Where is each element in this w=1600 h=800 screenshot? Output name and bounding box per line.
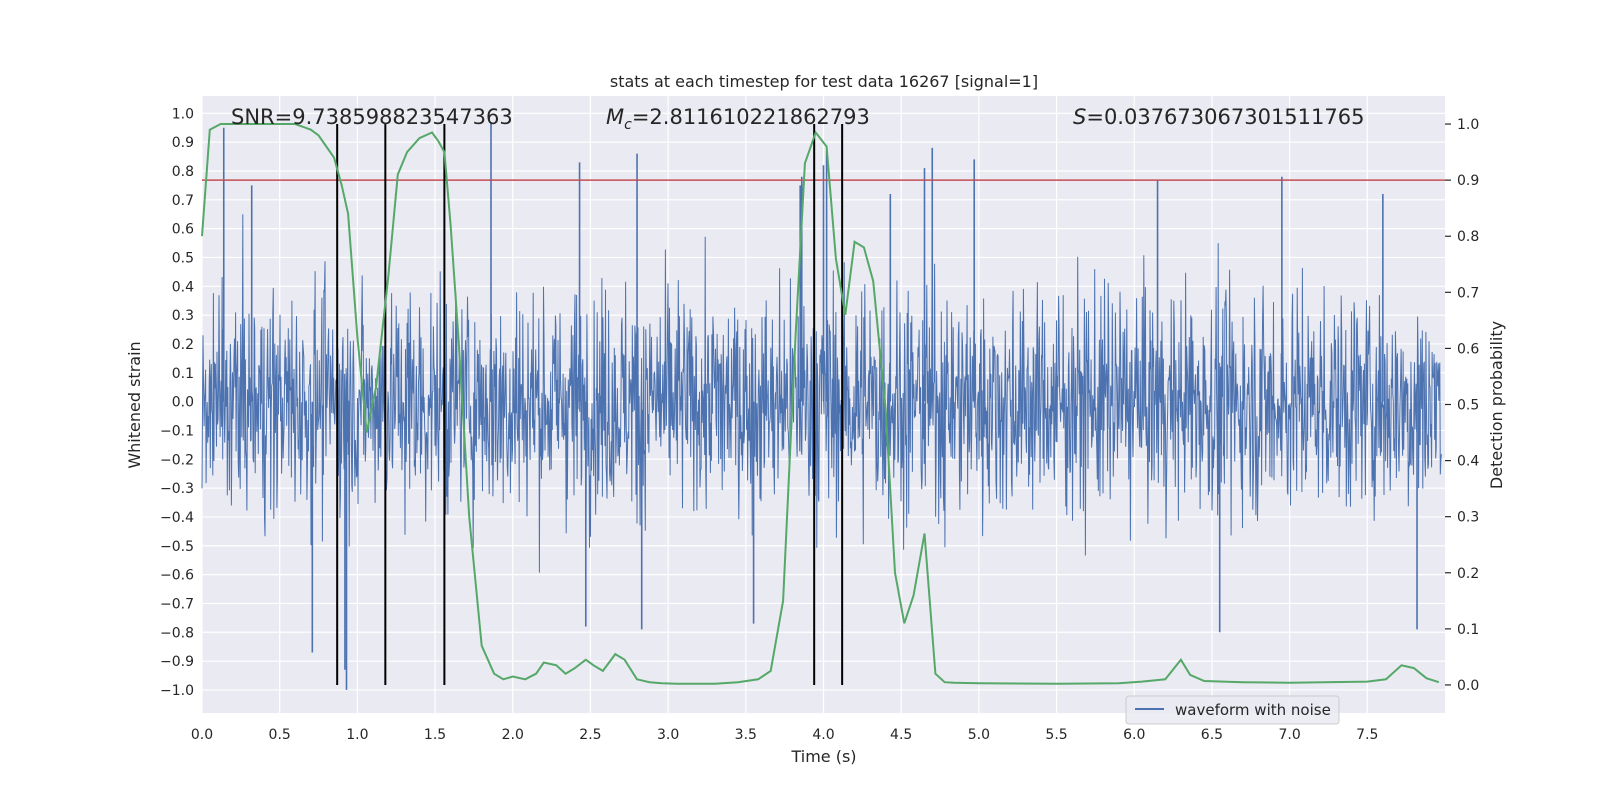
left-y-tick-label: 0.6 — [172, 222, 194, 238]
right-y-axis-ticks: 1.0 0.9 0.8 0.7 0.6 0.5 0.4 0.3 0.2 0.1 0.0 — [1445, 117, 1479, 694]
strain-noise-trace — [201, 214, 1442, 573]
x-tick-label: 2.0 — [502, 727, 524, 743]
right-y-tick-label: 0.3 — [1457, 510, 1479, 526]
left-y-tick-label: −0.6 — [160, 568, 194, 584]
right-y-tick-label: 0.5 — [1457, 398, 1479, 414]
chirp-mass-annotation: Mc=2.811610221862793 — [606, 105, 870, 133]
x-tick-label: 2.5 — [579, 727, 601, 743]
left-y-tick-label: 0.8 — [172, 164, 194, 180]
chirp-mass-symbol: M — [606, 105, 624, 129]
x-tick-label: 4.0 — [812, 727, 834, 743]
right-y-tick-label: 0.1 — [1457, 622, 1479, 638]
chart-title: stats at each timestep for test data 162… — [610, 72, 1038, 91]
s-statistic-value: =0.037673067301511765 — [1086, 105, 1364, 129]
right-y-tick-label: 0.9 — [1457, 173, 1479, 189]
left-y-tick-label: −0.2 — [160, 452, 194, 468]
right-y-tick-label: 0.0 — [1457, 678, 1479, 694]
s-statistic-symbol: S — [1073, 105, 1086, 129]
left-y-tick-label: −1.0 — [160, 683, 194, 699]
right-y-tick-label: 0.7 — [1457, 285, 1479, 301]
left-y-tick-label: 0.2 — [172, 337, 194, 353]
left-y-tick-label: −0.5 — [160, 539, 194, 555]
x-tick-label: 0.0 — [191, 727, 213, 743]
event-marker-lines — [336, 124, 844, 685]
x-tick-label: 5.5 — [1045, 727, 1067, 743]
left-y-tick-label: 0.7 — [172, 193, 194, 209]
left-y-tick-label: 0.3 — [172, 308, 194, 324]
legend-entry-waveform: waveform with noise — [1175, 701, 1331, 719]
right-y-tick-label: 0.6 — [1457, 341, 1479, 357]
left-y-tick-label: −0.8 — [160, 625, 194, 641]
left-y-tick-label: 0.5 — [172, 250, 194, 266]
x-tick-label: 6.0 — [1123, 727, 1145, 743]
legend-box — [1125, 695, 1340, 725]
right-y-tick-label: 0.8 — [1457, 229, 1479, 245]
right-y-tick-label: 0.2 — [1457, 566, 1479, 582]
left-y-tick-label: 0.1 — [172, 366, 194, 382]
s-statistic-annotation: S=0.037673067301511765 — [1073, 105, 1364, 129]
right-y-tick-label: 0.4 — [1457, 454, 1479, 470]
chirp-mass-subscript: c — [624, 117, 632, 133]
x-tick-label: 6.5 — [1201, 727, 1223, 743]
x-tick-label: 5.0 — [968, 727, 990, 743]
left-y-axis-ticks: 1.0 0.9 0.8 0.7 0.6 0.5 0.4 0.3 0.2 0.1 0.0 −0.1 −0.… — [160, 106, 194, 699]
x-tick-label: 7.5 — [1356, 727, 1378, 743]
left-y-tick-label: −0.4 — [160, 510, 194, 526]
x-tick-label: 4.5 — [890, 727, 912, 743]
right-y-tick-label: 1.0 — [1457, 117, 1479, 133]
detection-probability-series — [201, 123, 1440, 685]
x-tick-label: 1.5 — [424, 727, 446, 743]
chirp-mass-value: =2.811610221862793 — [632, 105, 870, 129]
left-y-tick-label: −0.1 — [160, 423, 194, 439]
x-tick-label: 3.5 — [735, 727, 757, 743]
left-y-tick-label: 0.4 — [172, 279, 194, 295]
left-y-axis-label: Whitened strain — [125, 341, 144, 468]
x-axis-label: Time (s) — [790, 747, 856, 766]
legend: waveform with noise — [1125, 695, 1340, 725]
x-tick-label: 0.5 — [269, 727, 291, 743]
left-y-tick-label: 1.0 — [172, 106, 194, 122]
left-y-tick-label: −0.9 — [160, 654, 194, 670]
x-tick-label: 3.0 — [657, 727, 679, 743]
left-y-tick-label: −0.3 — [160, 481, 194, 497]
snr-annotation: SNR=9.738598823547363 — [231, 105, 513, 129]
strain-series-waveform — [201, 121, 1442, 690]
x-tick-label: 1.0 — [346, 727, 368, 743]
x-axis-ticks: 0.0 0.5 1.0 1.5 2.0 2.5 3.0 3.5 4.0 4.5 5.0 5.5 6.0 6… — [191, 727, 1379, 743]
left-y-tick-label: 0.9 — [172, 135, 194, 151]
left-y-tick-label: 0.0 — [172, 395, 194, 411]
left-y-tick-label: −0.7 — [160, 596, 194, 612]
right-y-axis-label: Detection probability — [1487, 321, 1506, 489]
x-tick-label: 7.0 — [1278, 727, 1300, 743]
